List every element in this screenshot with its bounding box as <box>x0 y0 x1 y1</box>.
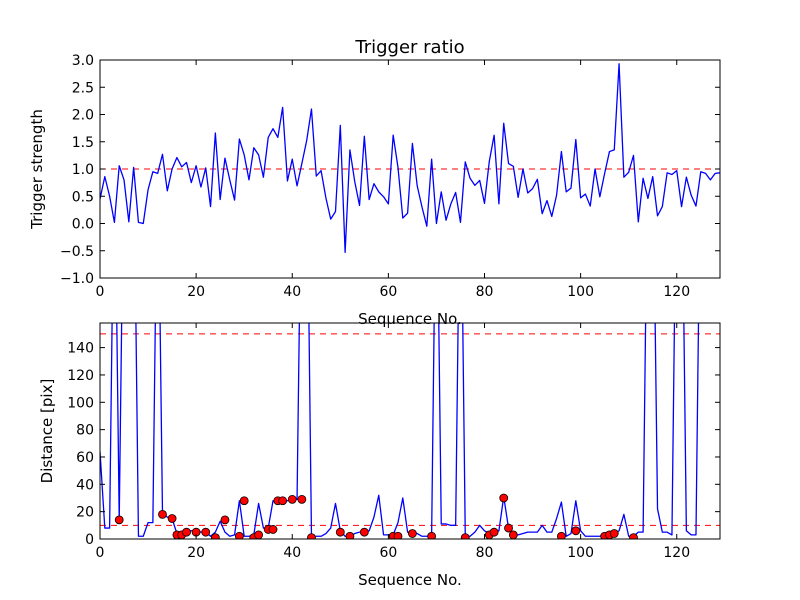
x-axis-label: Sequence No. <box>358 571 462 589</box>
y-tick-label: 0.0 <box>72 217 94 233</box>
x-tick-label: 20 <box>187 545 205 561</box>
y-tick-label: 0.5 <box>72 189 94 205</box>
data-point <box>508 530 518 539</box>
y-axis-label: Trigger strength <box>28 109 46 230</box>
y-ticks: −1.0 −0.5 0.0 0.5 1.0 1.5 2.0 2.5 3.0 <box>60 53 720 287</box>
y-tick-label: 100 <box>67 395 94 411</box>
x-tick-label: 100 <box>567 545 594 561</box>
y-tick-label: 2.5 <box>72 80 94 96</box>
plot-frame <box>99 322 721 540</box>
data-point <box>460 533 470 539</box>
y-tick-label: 40 <box>76 477 94 493</box>
x-tick-label: 40 <box>283 545 301 561</box>
x-tick-label: 20 <box>187 284 205 300</box>
y-tick-label: 2.0 <box>72 108 94 124</box>
x-tick-label: 0 <box>96 545 105 561</box>
x-tick-label: 120 <box>663 284 690 300</box>
data-point <box>499 493 509 503</box>
data-point <box>220 515 230 525</box>
data-point <box>114 515 124 525</box>
data-point <box>234 531 244 539</box>
data-point <box>408 529 417 538</box>
y-tick-label: −1.0 <box>60 271 94 287</box>
x-axis-label: Sequence No. <box>358 310 462 328</box>
x-tick-label: 40 <box>283 284 301 300</box>
trigger-ratio-chart: Trigger ratio 0 20 40 60 80 100 120 −1.0 −0.5 0.… <box>28 37 721 328</box>
data-point <box>427 531 437 539</box>
y-ticks: 0 20 40 60 80 100 120 140 <box>67 341 720 548</box>
series-group <box>100 63 720 254</box>
x-tick-label: 60 <box>379 284 397 300</box>
x-tick-label: 60 <box>379 545 397 561</box>
y-tick-label: 120 <box>67 368 94 384</box>
data-point <box>393 531 403 539</box>
x-tick-label: 120 <box>663 545 690 561</box>
data-point <box>345 531 355 539</box>
data-point <box>287 494 297 504</box>
data-point <box>609 529 619 538</box>
data-point <box>201 527 211 537</box>
y-tick-label: 20 <box>76 505 94 521</box>
x-tick-label: 100 <box>567 284 594 300</box>
y-tick-label: 1.0 <box>72 162 94 178</box>
data-point <box>335 527 345 537</box>
x-tick-label: 0 <box>96 284 105 300</box>
distance-chart: 0 20 40 60 80 100 120 0 20 40 60 80 100 120 140 Seque… <box>38 322 721 589</box>
y-tick-label: 140 <box>67 341 94 357</box>
chart-title: Trigger ratio <box>354 37 464 58</box>
data-point <box>504 523 513 533</box>
data-point <box>297 494 307 504</box>
x-tick-label: 80 <box>476 545 494 561</box>
data-point <box>268 525 278 534</box>
data-point <box>307 533 316 539</box>
data-point <box>359 527 369 537</box>
y-tick-label: 60 <box>76 450 94 466</box>
data-point <box>556 531 566 539</box>
x-ticks: 0 20 40 60 80 100 120 <box>96 323 690 561</box>
data-point <box>629 533 638 539</box>
threshold-line-group <box>100 333 720 526</box>
data-point <box>167 514 177 523</box>
y-tick-label: 80 <box>76 423 94 439</box>
data-point <box>182 527 191 537</box>
x-ticks: 0 20 40 60 80 100 120 <box>96 60 690 300</box>
y-tick-label: 3.0 <box>72 53 94 69</box>
y-tick-label: 1.5 <box>72 135 94 151</box>
marker-group <box>114 493 638 539</box>
data-point <box>254 530 264 539</box>
y-axis-label: Distance [pix] <box>38 379 56 484</box>
data-point <box>239 496 249 506</box>
y-tick-label: 0 <box>85 532 94 548</box>
data-point <box>571 526 581 536</box>
x-tick-label: 80 <box>476 284 494 300</box>
y-tick-label: −0.5 <box>60 244 94 260</box>
data-point <box>158 509 167 519</box>
data-point <box>489 527 499 537</box>
series-line <box>100 63 720 254</box>
data-point <box>278 496 288 506</box>
data-point <box>210 533 220 539</box>
